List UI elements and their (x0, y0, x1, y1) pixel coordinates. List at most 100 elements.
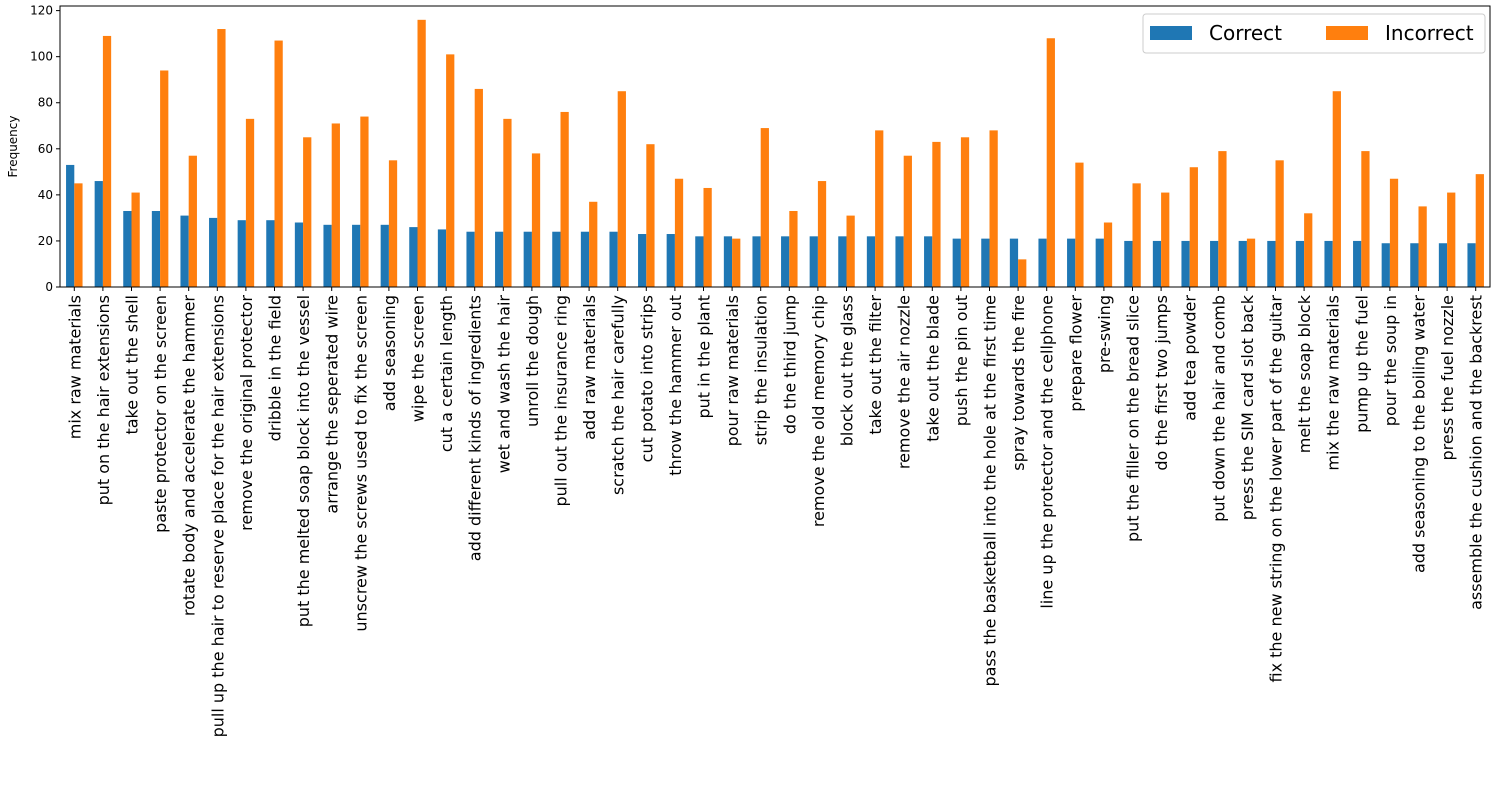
bar-incorrect-18 (589, 201, 598, 287)
x-tick-label-23: pour raw materials (723, 295, 742, 446)
bar-incorrect-11 (388, 160, 398, 287)
x-tick-label-36: pre-swing (1095, 295, 1114, 373)
bar-incorrect-27 (846, 215, 855, 287)
x-tick-label-27: block out the glass (838, 295, 857, 446)
x-tick-label-42: fix the new string on the lower part of … (1267, 295, 1286, 683)
bar-incorrect-4 (188, 155, 197, 287)
bar-incorrect-36 (1103, 222, 1113, 287)
x-tick-label-10: unscrew the screws used to fix the scree… (351, 295, 370, 632)
bar-correct-13 (437, 229, 447, 287)
bar-incorrect-0 (74, 183, 83, 287)
x-tick-label-13: cut a certain length (437, 295, 456, 452)
bar-incorrect-35 (1075, 162, 1084, 287)
bar-correct-43 (1295, 240, 1305, 287)
x-tick-label-39: add tea powder (1181, 295, 1200, 421)
bar-correct-49 (1467, 243, 1476, 287)
legend-label-incorrect: Incorrect (1385, 21, 1474, 45)
x-tick-label-12: wipe the screen (409, 295, 428, 422)
bar-incorrect-30 (932, 141, 941, 287)
bar-incorrect-37 (1132, 183, 1141, 287)
bar-incorrect-33 (1018, 259, 1027, 287)
x-tick-label-22: put in the plant (695, 295, 714, 419)
bar-correct-33 (1009, 238, 1019, 287)
bar-incorrect-31 (960, 137, 970, 287)
bar-incorrect-26 (817, 181, 827, 287)
x-tick-label-34: line up the protector and the cellphone (1038, 295, 1057, 609)
bar-correct-37 (1124, 240, 1133, 287)
x-tick-label-28: take out the filter (866, 295, 885, 435)
x-tick-label-18: add raw materials (580, 295, 599, 440)
x-tick-label-8: put the melted soap block into the vesse… (294, 295, 313, 627)
bar-incorrect-23 (732, 238, 741, 287)
x-tick-label-1: put on the hair extensions (94, 295, 113, 505)
bar-correct-38 (1152, 240, 1162, 287)
x-tick-label-48: press the fuel nozzle (1438, 295, 1457, 461)
legend: Correct Incorrect (1142, 13, 1486, 54)
x-tick-label-29: remove the air nozzle (895, 295, 914, 469)
y-tick-label-2: 40 (38, 188, 53, 202)
bar-correct-23 (723, 236, 733, 287)
bar-correct-30 (924, 236, 933, 287)
x-tick-label-31: push the pin out (952, 295, 971, 426)
bar-correct-28 (866, 236, 876, 287)
bar-correct-8 (294, 222, 304, 287)
bar-incorrect-44 (1332, 91, 1341, 287)
bar-correct-17 (552, 231, 561, 287)
x-tick-label-14: add different kinds of ingredients (466, 295, 485, 561)
bar-correct-6 (237, 220, 246, 287)
x-tick-label-32: pass the basketball into the hole at the… (981, 295, 1000, 687)
bar-incorrect-45 (1361, 151, 1370, 287)
bar-incorrect-14 (474, 88, 483, 287)
x-tick-label-17: pull out the insurance ring (552, 295, 571, 507)
y-tick-label-5: 100 (30, 50, 53, 64)
bar-correct-2 (123, 210, 132, 287)
bar-correct-18 (580, 231, 590, 287)
x-tick-label-37: put the filler on the bread slice (1124, 295, 1143, 542)
x-axis: mix raw materials put on the hair extensi… (65, 287, 1486, 737)
x-tick-label-4: rotate body and accelerate the hammer (180, 295, 199, 617)
x-tick-label-6: remove the original protector (237, 295, 256, 531)
x-tick-label-44: mix the raw materials (1324, 295, 1343, 471)
bar-correct-41 (1238, 240, 1247, 287)
x-tick-label-41: press the SIM card slot back (1238, 294, 1257, 520)
bar-correct-26 (809, 236, 818, 287)
bar-incorrect-40 (1218, 151, 1227, 287)
bar-correct-25 (781, 236, 790, 287)
bar-incorrect-28 (875, 130, 884, 287)
bar-correct-16 (523, 231, 532, 287)
bar-incorrect-16 (531, 153, 541, 287)
bar-correct-27 (838, 236, 847, 287)
x-tick-label-46: pour the soup in (1381, 295, 1400, 426)
bar-correct-3 (151, 210, 161, 287)
x-tick-label-9: arrange the seperated wire (323, 295, 342, 514)
bar-correct-14 (466, 231, 475, 287)
bar-incorrect-9 (331, 123, 340, 287)
plot-bars (66, 19, 1484, 288)
bar-incorrect-47 (1418, 206, 1427, 287)
bar-correct-9 (323, 224, 332, 287)
bar-correct-45 (1353, 240, 1362, 287)
bar-correct-31 (952, 238, 961, 287)
x-tick-label-15: wet and wash the hair (494, 295, 513, 474)
x-tick-label-33: spray towards the fire (1009, 295, 1028, 471)
bar-correct-1 (94, 181, 103, 287)
bar-correct-11 (380, 224, 389, 287)
x-tick-label-30: take out the blade (923, 295, 942, 442)
bar-correct-5 (209, 217, 218, 287)
x-tick-label-11: add seasoning (380, 295, 399, 411)
y-tick-label-6: 120 (30, 4, 53, 18)
y-tick-label-4: 80 (38, 96, 53, 110)
bar-incorrect-1 (102, 35, 112, 287)
bar-incorrect-17 (560, 111, 569, 287)
bar-correct-19 (609, 231, 618, 287)
bar-incorrect-21 (674, 178, 684, 287)
bar-incorrect-24 (760, 128, 769, 287)
bar-incorrect-43 (1304, 213, 1313, 287)
bar-correct-0 (66, 164, 75, 287)
bar-incorrect-10 (360, 116, 369, 287)
x-tick-label-3: paste protector on the screen (151, 295, 170, 533)
x-tick-label-43: melt the soap block (1295, 294, 1314, 453)
bar-incorrect-8 (303, 137, 312, 287)
legend-label-correct: Correct (1209, 21, 1282, 45)
bar-incorrect-38 (1161, 192, 1170, 287)
